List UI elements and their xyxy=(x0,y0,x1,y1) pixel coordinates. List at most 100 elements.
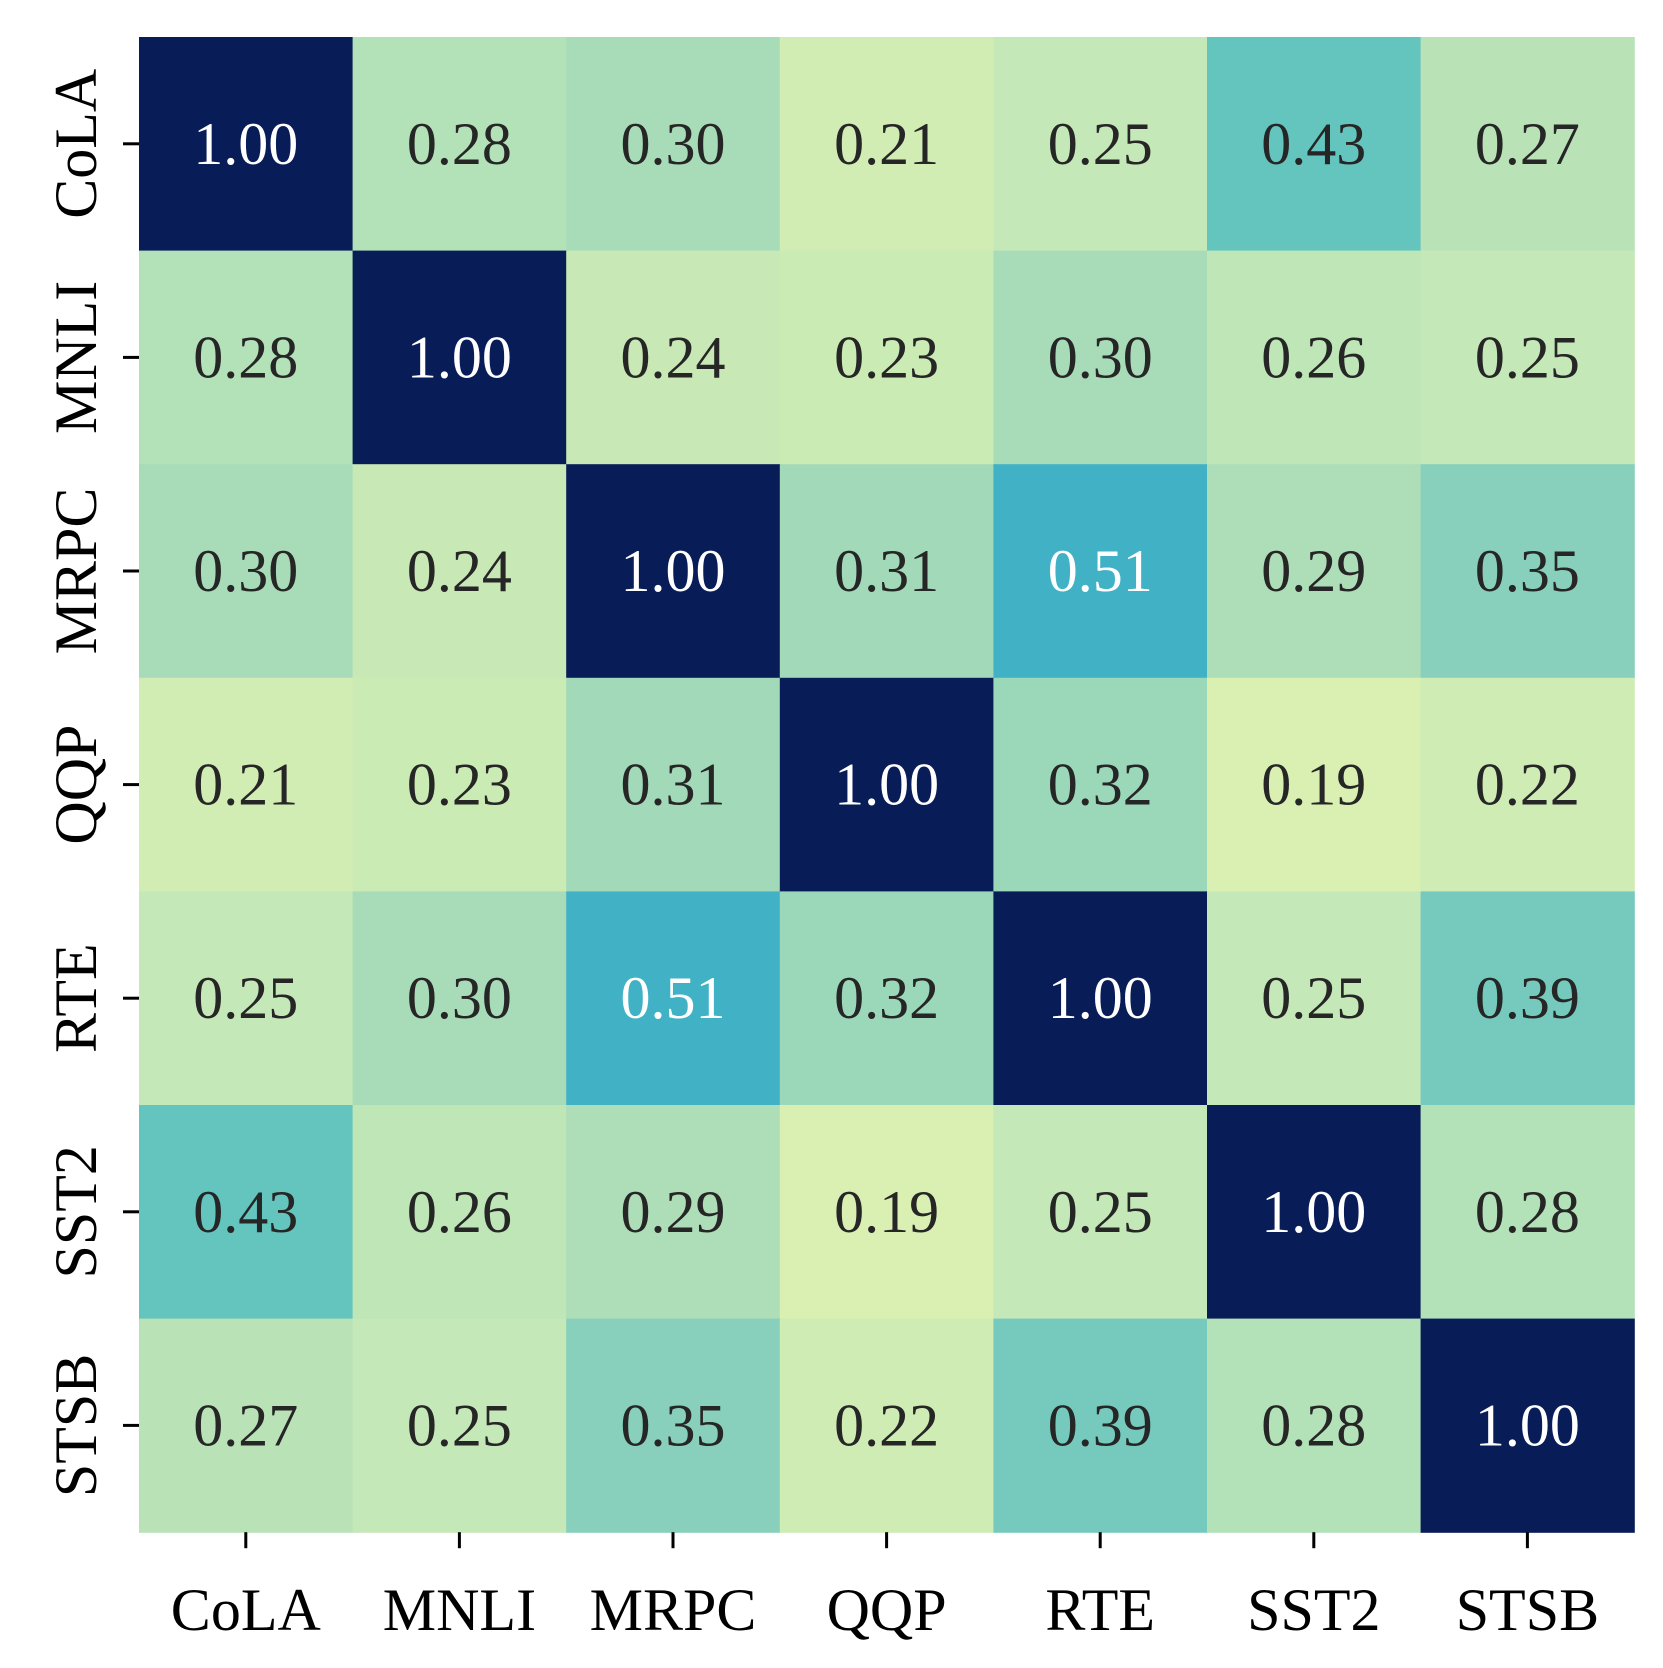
heatmap-cell-CoLA-SST2 xyxy=(1207,37,1422,252)
heatmap-cell-STSB-STSB xyxy=(1420,1318,1635,1533)
heatmap-cell-MRPC-MNLI xyxy=(352,464,567,679)
heatmap-cell-SST2-MRPC xyxy=(566,1105,781,1320)
cell-value-label: 1.00 xyxy=(834,752,939,818)
cell-value-label: 0.27 xyxy=(1475,111,1580,177)
heatmap-cell-MNLI-RTE xyxy=(993,250,1208,465)
heatmap-cell-MRPC-MRPC xyxy=(566,464,781,679)
heatmap-cell-CoLA-STSB xyxy=(1420,37,1635,252)
cell-value-label: 0.51 xyxy=(1048,538,1153,604)
heatmap-cell-QQP-SST2 xyxy=(1207,677,1422,892)
heatmap-cell-QQP-QQP xyxy=(779,677,994,892)
cell-value-labels: 1.00 0.28 0.30 0.21 0.25 0.43 0.27 0.28 1.00 0.24… xyxy=(193,111,1580,1459)
heatmap-cell-QQP-MNLI xyxy=(352,677,567,892)
heatmap-cell-CoLA-MRPC xyxy=(566,37,781,252)
cell-value-label: 0.25 xyxy=(193,965,298,1031)
x-tick-label-cola: CoLA xyxy=(171,1577,321,1643)
heatmap-cell-CoLA-QQP xyxy=(779,37,994,252)
heatmap-cell-QQP-RTE xyxy=(993,677,1208,892)
cell-value-label: 0.35 xyxy=(621,1392,726,1458)
heatmap-cell-RTE-MRPC xyxy=(566,891,781,1106)
y-tick-label-mnli: MNLI xyxy=(43,281,109,434)
heatmap-cell-MRPC-QQP xyxy=(779,464,994,679)
cell-value-label: 0.25 xyxy=(407,1392,512,1458)
cell-value-label: 0.30 xyxy=(407,965,512,1031)
cell-value-label: 1.00 xyxy=(1475,1392,1580,1458)
heatmap-cell-MNLI-MRPC xyxy=(566,250,781,465)
heatmap-cell-MNLI-STSB xyxy=(1420,250,1635,465)
cell-value-label: 0.30 xyxy=(193,538,298,604)
cell-value-label: 0.28 xyxy=(1261,1392,1366,1458)
heatmap-cells xyxy=(139,37,1635,1533)
heatmap-cell-STSB-CoLA xyxy=(139,1318,354,1533)
x-tick-label-stsb: STSB xyxy=(1456,1577,1599,1643)
cell-value-label: 0.26 xyxy=(407,1179,512,1245)
heatmap-cell-MNLI-MNLI xyxy=(352,250,567,465)
heatmap-cell-SST2-MNLI xyxy=(352,1105,567,1320)
cell-value-label: 0.21 xyxy=(834,111,939,177)
cell-value-label: 0.19 xyxy=(1261,752,1366,818)
cell-value-label: 0.29 xyxy=(621,1179,726,1245)
cell-value-label: 0.28 xyxy=(193,324,298,390)
heatmap-cell-RTE-STSB xyxy=(1420,891,1635,1106)
heatmap-cell-SST2-RTE xyxy=(993,1105,1208,1320)
y-tick-label-mrpc: MRPC xyxy=(43,488,109,655)
cell-value-label: 0.32 xyxy=(834,965,939,1031)
y-tick-label-qqp: QQP xyxy=(43,725,109,845)
cell-value-label: 0.24 xyxy=(621,324,726,390)
y-tick-label-cola: CoLA xyxy=(43,69,109,219)
cell-value-label: 0.25 xyxy=(1048,111,1153,177)
heatmap-cell-RTE-RTE xyxy=(993,891,1208,1106)
heatmap-cell-MNLI-CoLA xyxy=(139,250,354,465)
cell-value-label: 0.25 xyxy=(1048,1179,1153,1245)
cell-value-label: 1.00 xyxy=(407,324,512,390)
cell-value-label: 0.25 xyxy=(1261,965,1366,1031)
cell-value-label: 0.22 xyxy=(1475,752,1580,818)
cell-value-label: 0.27 xyxy=(193,1392,298,1458)
cell-value-label: 0.28 xyxy=(1475,1179,1580,1245)
cell-value-label: 0.25 xyxy=(1475,324,1580,390)
heatmap-cell-MNLI-SST2 xyxy=(1207,250,1422,465)
heatmap-cell-RTE-CoLA xyxy=(139,891,354,1106)
heatmap-cell-MRPC-STSB xyxy=(1420,464,1635,679)
heatmap-cell-QQP-STSB xyxy=(1420,677,1635,892)
heatmap-cell-CoLA-CoLA xyxy=(139,37,354,252)
y-tick-label-rte: RTE xyxy=(43,943,109,1053)
heatmap-cell-STSB-SST2 xyxy=(1207,1318,1422,1533)
x-tick-label-rte: RTE xyxy=(1045,1577,1155,1643)
heatmap-cell-SST2-CoLA xyxy=(139,1105,354,1320)
cell-value-label: 1.00 xyxy=(621,538,726,604)
heatmap-cell-CoLA-RTE xyxy=(993,37,1208,252)
heatmap-cell-MRPC-RTE xyxy=(993,464,1208,679)
cell-value-label: 0.30 xyxy=(621,111,726,177)
cell-value-label: 0.21 xyxy=(193,752,298,818)
heatmap-cell-SST2-STSB xyxy=(1420,1105,1635,1320)
heatmap-cell-RTE-QQP xyxy=(779,891,994,1106)
heatmap-cell-MNLI-QQP xyxy=(779,250,994,465)
x-tick-label-qqp: QQP xyxy=(827,1577,947,1643)
cell-value-label: 0.29 xyxy=(1261,538,1366,604)
heatmap-cell-STSB-MRPC xyxy=(566,1318,781,1533)
cell-value-label: 0.23 xyxy=(834,324,939,390)
cell-value-label: 0.26 xyxy=(1261,324,1366,390)
cell-value-label: 0.43 xyxy=(193,1179,298,1245)
heatmap-cell-QQP-MRPC xyxy=(566,677,781,892)
cell-value-label: 0.19 xyxy=(834,1179,939,1245)
heatmap-cell-SST2-SST2 xyxy=(1207,1105,1422,1320)
heatmap-cell-QQP-CoLA xyxy=(139,677,354,892)
cell-value-label: 0.23 xyxy=(407,752,512,818)
heatmap-cell-MRPC-CoLA xyxy=(139,464,354,679)
cell-value-label: 1.00 xyxy=(1048,965,1153,1031)
y-axis: CoLA MNLI MRPC QQP RTE SST2 STSB xyxy=(43,69,139,1497)
x-tick-label-mnli: MNLI xyxy=(383,1577,536,1643)
cell-value-label: 0.51 xyxy=(621,965,726,1031)
cell-value-label: 1.00 xyxy=(193,111,298,177)
cell-value-label: 1.00 xyxy=(1261,1179,1366,1245)
cell-value-label: 0.31 xyxy=(621,752,726,818)
cell-value-label: 0.24 xyxy=(407,538,512,604)
cell-value-label: 0.39 xyxy=(1048,1392,1153,1458)
cell-value-label: 0.43 xyxy=(1261,111,1366,177)
x-tick-label-mrpc: MRPC xyxy=(590,1577,757,1643)
cell-value-label: 0.28 xyxy=(407,111,512,177)
y-tick-label-stsb: STSB xyxy=(43,1354,109,1497)
cell-value-label: 0.31 xyxy=(834,538,939,604)
